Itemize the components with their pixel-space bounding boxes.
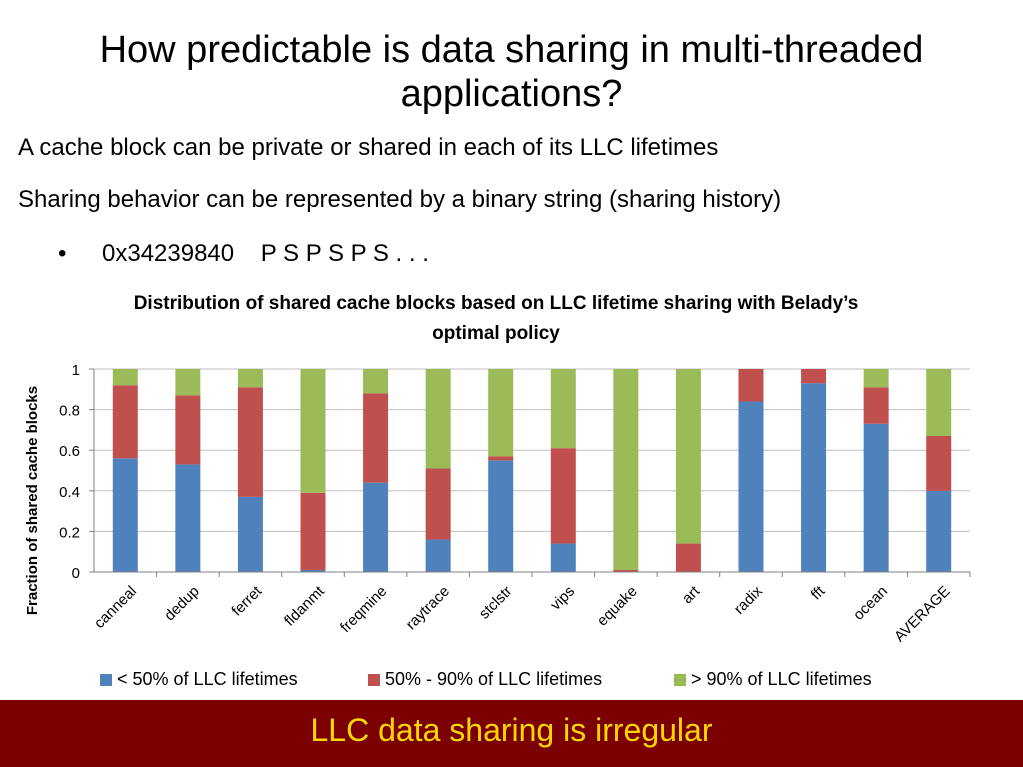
chart-gridlines	[94, 368, 970, 573]
x-tick-label: freqmine	[337, 583, 390, 636]
bar-segment-fldanmt-s1	[300, 569, 326, 572]
y-tick-label: 0	[72, 565, 80, 582]
takeaway-banner: LLC data sharing is irregular	[0, 700, 1023, 767]
bar-segment-canneal-s1	[112, 458, 138, 572]
bar-segment-equake-s2	[613, 569, 639, 572]
x-tick-label: radix	[731, 582, 766, 617]
legend-label: 50% - 90% of LLC lifetimes	[385, 669, 602, 689]
bar-segment-radix-s2	[738, 369, 764, 402]
y-tick-label: 0.8	[59, 403, 80, 420]
bar-segment-dedup-s3	[175, 369, 201, 396]
takeaway-text: LLC data sharing is irregular	[310, 712, 713, 748]
bar-segment-ferret-s1	[237, 496, 263, 572]
bar-segment-stclstr-s3	[488, 369, 514, 457]
bar-segment-equake-s3	[613, 369, 639, 570]
bar-segment-dedup-s1	[175, 464, 201, 572]
bullet-marker: •	[58, 240, 67, 267]
y-tick-label: 0.4	[59, 484, 80, 501]
x-tick-label: dedup	[161, 583, 203, 625]
bar-segment-stclstr-s2	[488, 456, 514, 461]
x-tick-label: stclstr	[476, 583, 516, 623]
bar-segment-ferret-s3	[237, 369, 263, 388]
bar-segment-ocean-s2	[863, 387, 889, 424]
x-tick-label: fldanmt	[281, 582, 328, 629]
bar-segment-fft-s1	[801, 383, 827, 572]
x-tick-label: fft	[808, 582, 829, 603]
bar-segment-average-s2	[926, 435, 952, 491]
bar-segment-average-s3	[926, 369, 952, 436]
bar-segment-ferret-s2	[237, 387, 263, 497]
bar-segment-dedup-s2	[175, 395, 201, 465]
legend-swatch	[100, 674, 112, 686]
bar-segment-ocean-s1	[863, 423, 889, 572]
stacked-bar-chart: 0 0.2 0.4 0.6 0.8 1 Fraction of shared cache b…	[24, 362, 971, 689]
bar-segment-vips-s1	[550, 543, 576, 572]
slide-title: How predictable is data sharing in multi…	[99, 29, 924, 115]
bar-segment-raytrace-s2	[425, 468, 451, 540]
body-text-line-2: Sharing behavior can be represented by a…	[18, 186, 782, 213]
x-tick-label: ocean	[850, 583, 891, 624]
x-tick-label: vips	[547, 583, 578, 614]
chart-title: Distribution of shared cache blocks base…	[133, 293, 859, 344]
bar-segment-fft-s2	[801, 369, 827, 384]
bar-segment-vips-s2	[550, 448, 576, 544]
bar-segment-freqmine-s2	[363, 393, 389, 483]
x-tick-label: AVERAGE	[891, 583, 954, 646]
bar-segment-fldanmt-s3	[300, 369, 326, 493]
chart-bars	[112, 369, 952, 572]
x-tick-label: ferret	[228, 582, 265, 619]
legend-swatch	[674, 674, 686, 686]
y-tick-label: 0.2	[59, 524, 80, 541]
y-tick-label: 1	[72, 362, 80, 379]
bar-segment-raytrace-s1	[425, 539, 451, 572]
bar-segment-freqmine-s1	[363, 482, 389, 572]
bullet-item: • 0x34239840 P S P S P S . . .	[58, 240, 429, 268]
chart-legend: < 50% of LLC lifetimes 50% - 90% of LLC l…	[100, 669, 872, 689]
bar-segment-canneal-s3	[112, 369, 138, 386]
bar-segment-vips-s3	[550, 369, 576, 449]
bar-segment-canneal-s2	[112, 385, 138, 459]
x-tick-label: art	[679, 582, 704, 607]
legend-label: < 50% of LLC lifetimes	[117, 669, 298, 689]
y-tick-label: 0.6	[59, 443, 80, 460]
bar-segment-raytrace-s3	[425, 369, 451, 469]
bar-segment-stclstr-s1	[488, 460, 514, 572]
bullet-text: 0x34239840 P S P S P S . . .	[102, 240, 429, 267]
body-text-line-1: A cache block can be private or shared i…	[18, 134, 719, 161]
legend-label: > 90% of LLC lifetimes	[691, 669, 872, 689]
legend-swatch	[368, 674, 380, 686]
bar-segment-ocean-s3	[863, 369, 889, 388]
bar-segment-fldanmt-s2	[300, 492, 326, 570]
bar-segment-freqmine-s3	[363, 369, 389, 394]
y-axis-label: Fraction of shared cache blocks	[24, 386, 41, 615]
x-tick-label: equake	[594, 583, 641, 630]
x-tick-label: canneal	[91, 583, 140, 632]
bar-segment-art-s2	[675, 543, 701, 572]
bar-segment-radix-s1	[738, 401, 764, 572]
x-tick-label: raytrace	[403, 583, 453, 633]
bar-segment-average-s1	[926, 490, 952, 572]
bar-segment-art-s3	[675, 369, 701, 544]
